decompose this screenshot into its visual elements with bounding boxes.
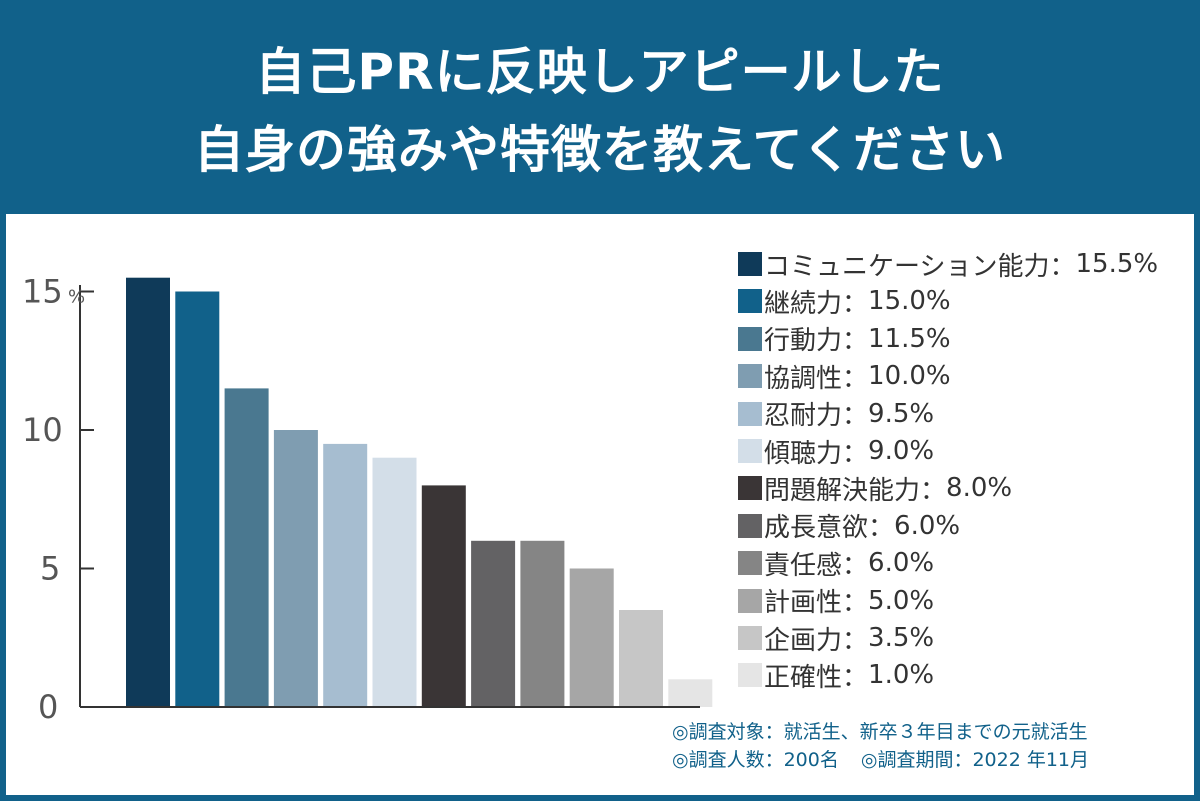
legend-value-1: 15.0% [868, 286, 951, 317]
legend-label-3: 協調性 [764, 363, 843, 394]
legend-swatch-10 [738, 626, 762, 650]
legend-value-6: 8.0% [946, 473, 1013, 504]
legend-label-8: 責任感 [764, 550, 843, 581]
legend-label-11: 正確性 [764, 662, 843, 693]
legend-separator-8: ： [842, 550, 869, 581]
bar-1 [175, 291, 220, 707]
legend-item-11: 正確性： 1.0% [738, 659, 935, 693]
legend-value-9: 5.0% [868, 585, 935, 616]
legend-value-5: 9.0% [868, 436, 935, 466]
legend-label-5: 傾聴力 [764, 438, 843, 469]
legend-value-7: 6.0% [894, 510, 961, 541]
legend-item-7: 成長意欲： 6.0% [738, 510, 961, 544]
legend-separator-10: ： [842, 625, 869, 656]
legend-swatch-0 [738, 252, 762, 276]
legend-item-8: 責任感： 6.0% [738, 547, 935, 581]
legend-label-9: 計画性 [764, 588, 843, 619]
legend-label-0: コミュニケーション能力 [764, 251, 1050, 282]
legend-separator-0: ： [1049, 251, 1076, 282]
legend-item-2: 行動力： 11.5% [738, 323, 951, 357]
y-tick-label-1: 5 [40, 550, 60, 588]
legend-label-1: 継続力 [764, 288, 843, 319]
bar-2 [224, 388, 269, 707]
legend-separator-4: ： [842, 401, 869, 432]
note-period: ◎調査期間：2022 年11月 [860, 749, 1090, 771]
note-target: ◎調査対象：就活生、新卒３年目までの元就活生 [672, 721, 1088, 743]
bar-11 [668, 679, 713, 707]
legend-swatch-7 [738, 513, 762, 538]
legend-swatch-6 [738, 476, 762, 501]
legend-label-10: 企画力 [764, 625, 843, 656]
legend-item-3: 協調性： 10.0% [738, 360, 951, 394]
chart-header: 自己PRに反映しアピールした 自身の強みや特徴を教えてください [0, 0, 1200, 214]
legend-separator-2: ： [842, 326, 869, 357]
legend-swatch-3 [738, 364, 762, 389]
bar-9 [569, 568, 614, 707]
legend-label-2: 行動力 [764, 326, 843, 357]
legend-item-4: 忍耐力： 9.5% [738, 398, 935, 432]
bar-7 [471, 540, 516, 707]
legend-label-6: 問題解決能力 [764, 475, 921, 506]
bar-8 [520, 540, 565, 707]
legend-label-7: 成長意欲 [764, 513, 869, 544]
legend-value-10: 3.5% [868, 623, 935, 653]
note-respondents: ◎調査人数：200名 [672, 749, 839, 771]
bar-4 [323, 443, 368, 707]
legend-value-3: 10.0% [868, 361, 951, 392]
chart-title-line-2: 自身の強みや特徴を教えてください [194, 121, 1006, 179]
legend-swatch-9 [738, 588, 762, 613]
legend-swatch-8 [738, 551, 762, 576]
y-unit-label: % [68, 287, 85, 308]
legend-swatch-5 [738, 439, 762, 463]
legend-item-10: 企画力： 3.5% [738, 622, 935, 656]
legend-value-8: 6.0% [868, 548, 935, 579]
legend-separator-1: ： [842, 288, 869, 319]
legend-swatch-11 [738, 663, 762, 688]
legend-value-4: 9.5% [868, 398, 935, 429]
legend-label-4: 忍耐力 [764, 401, 843, 432]
survey-notes: ◎調査対象：就活生、新卒３年目までの元就活生 ◎調査人数：200名 ◎調査期間：2… [672, 718, 1089, 774]
legend-separator-11: ： [842, 662, 869, 693]
legend-separator-9: ： [842, 588, 869, 619]
y-tick-label-3: 15 [22, 273, 63, 311]
bar-6 [421, 485, 466, 707]
bar-10 [619, 610, 663, 707]
legend-swatch-4 [738, 401, 762, 426]
legend-value-0: 15.5% [1075, 249, 1159, 279]
legend-swatch-2 [738, 326, 762, 351]
legend-value-11: 1.0% [868, 660, 935, 691]
y-tick-label-2: 10 [22, 411, 63, 449]
legend-item-5: 傾聴力： 9.0% [738, 435, 935, 469]
y-tick-label-0: 0 [38, 688, 58, 726]
legend-item-9: 計画性： 5.0% [738, 585, 935, 619]
legend-separator-5: ： [842, 438, 869, 469]
legend-item-6: 問題解決能力： 8.0% [738, 472, 1013, 506]
note-meta: ◎調査人数：200名 ◎調査期間：2022 年11月 [672, 746, 1089, 774]
legend-item-1: 継続力： 15.0% [738, 285, 951, 319]
legend-separator-6: ： [920, 475, 947, 506]
chart-title-line-1: 自己PRに反映しアピールした [255, 43, 945, 101]
legend-separator-7: ： [868, 513, 895, 544]
bar-0 [126, 277, 170, 707]
legend-value-2: 11.5% [868, 323, 951, 354]
legend-item-0: コミュニケーション能力： 15.5% [738, 248, 1159, 282]
bar-3 [273, 430, 318, 707]
bar-5 [372, 457, 417, 707]
legend-swatch-1 [738, 289, 762, 314]
legend-separator-3: ： [842, 363, 869, 394]
